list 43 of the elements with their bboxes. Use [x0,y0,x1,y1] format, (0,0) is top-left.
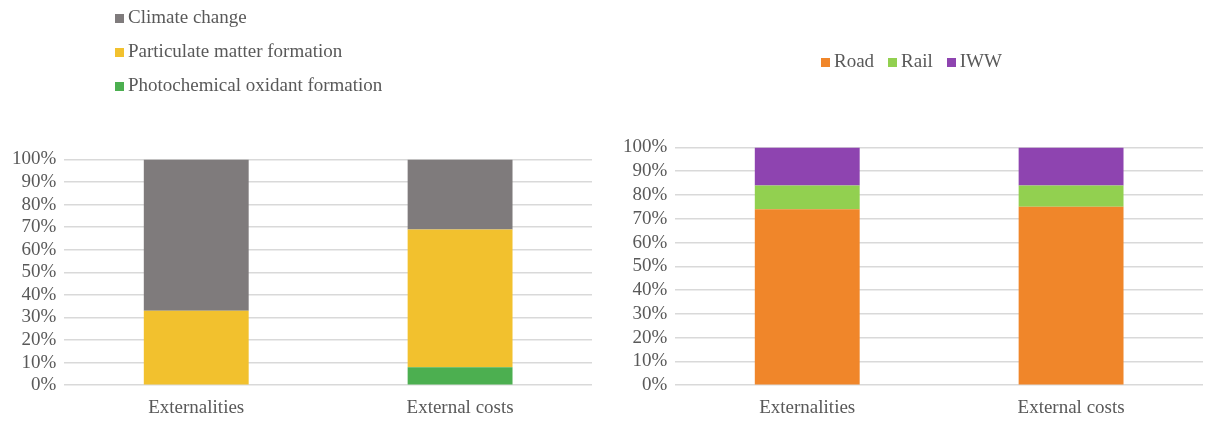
x-tick-label: External costs [1017,395,1125,417]
bar [754,147,860,186]
y-tick-label: 0% [31,373,57,395]
legend-label: IWW [958,50,1002,72]
y-tick-label: 70% [21,215,57,237]
y-tick-label: 30% [632,301,668,323]
x-tick-label: External costs [406,395,514,417]
y-tick-label: 20% [21,328,57,350]
legend-label: Rail [900,50,933,72]
y-tick-label: 10% [21,350,57,372]
y-tick-label: 100% [12,147,57,169]
y-tick-label: 10% [632,349,668,371]
y-tick-label: 80% [21,192,57,214]
x-tick-label: Externalities [759,395,856,417]
legend-label: Road [833,50,875,72]
y-tick-label: 60% [21,237,57,259]
bar [754,209,860,385]
y-tick-label: 40% [21,282,57,304]
y-tick-label: 40% [632,278,668,300]
bar [407,367,513,385]
y-tick-label: 20% [632,325,668,347]
legend-label: Climate change [127,6,248,28]
y-tick-label: 100% [623,135,668,157]
bar [1018,185,1124,207]
y-tick-label: 30% [21,305,57,327]
y-tick-label: 50% [632,254,668,276]
legend-label: Particulate matter formation [127,40,344,62]
x-tick-label: Externalities [148,395,245,417]
y-tick-label: 50% [21,260,57,282]
y-tick-label: 0% [642,373,668,395]
y-tick-label: 70% [632,206,668,228]
bar [407,159,513,230]
bar [143,159,249,311]
bar [1018,147,1124,186]
legend-label: Photochemical oxidant formation [127,74,383,96]
bar [1018,206,1124,385]
bar [754,185,860,210]
y-tick-label: 90% [632,159,668,181]
y-tick-label: 60% [632,230,668,252]
y-tick-label: 90% [21,169,57,191]
bar [407,229,513,368]
y-tick-label: 80% [632,182,668,204]
bar [143,310,249,385]
